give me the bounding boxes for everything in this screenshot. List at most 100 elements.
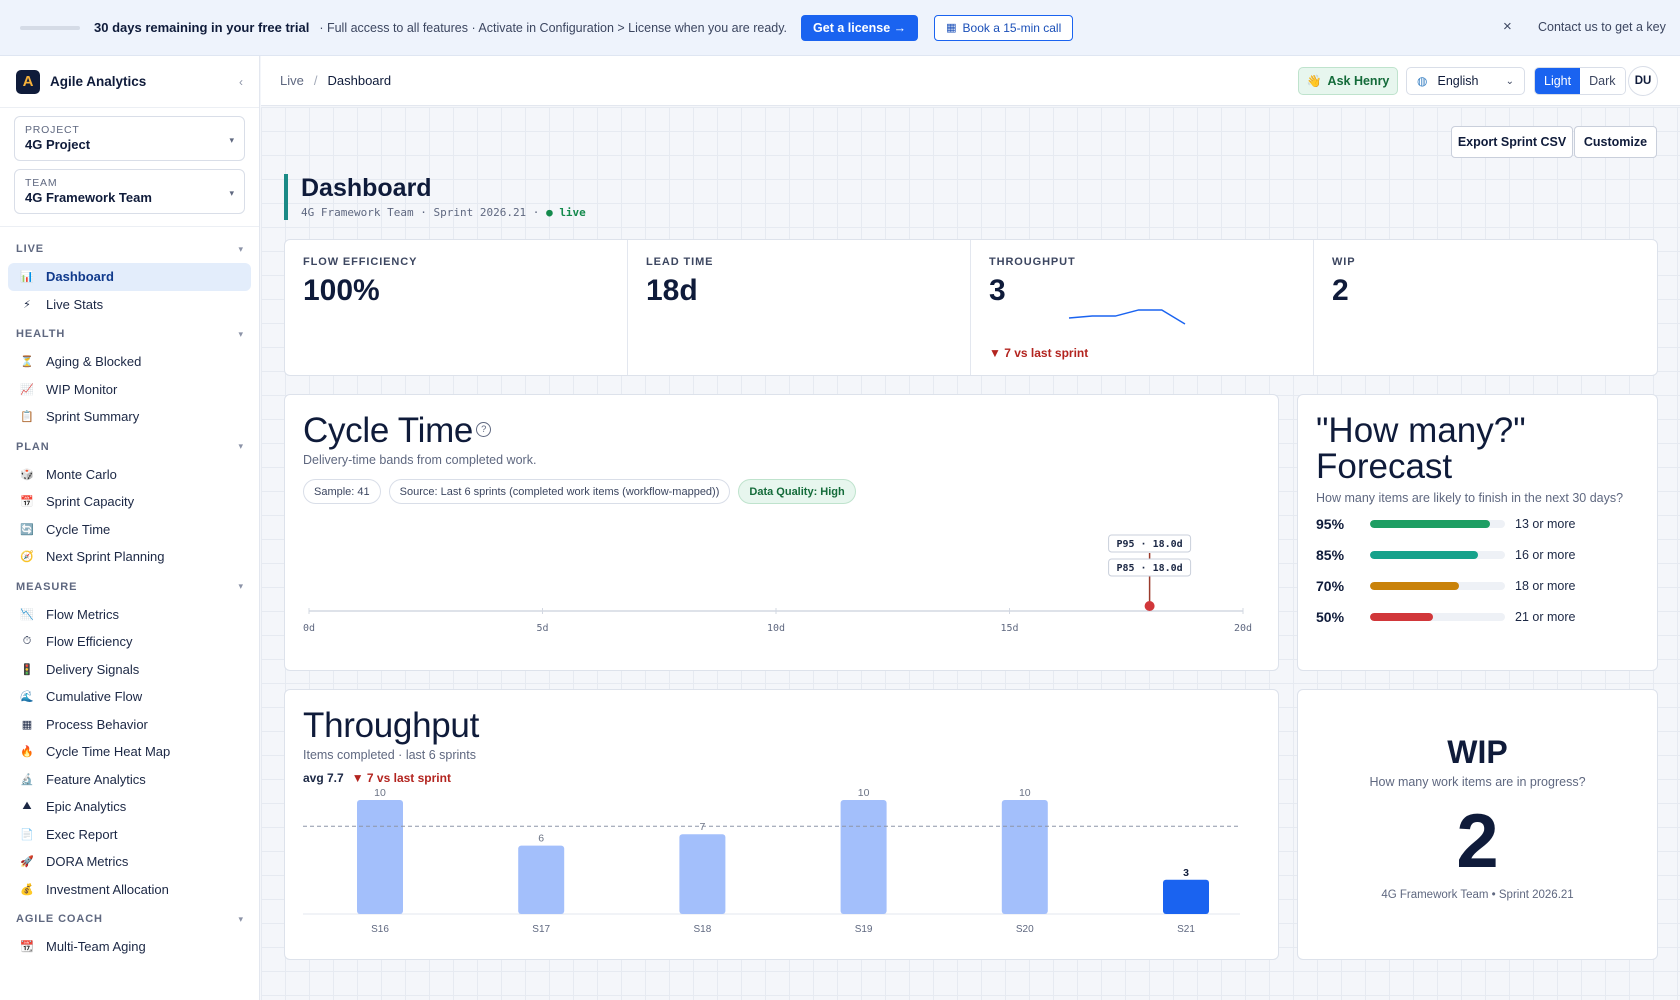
- sidebar-item-label: Cycle Time: [46, 521, 111, 537]
- sidebar-item-dashboard[interactable]: 📊 Dashboard: [8, 263, 251, 291]
- sidebar-item-sprint-summary[interactable]: 📋 Sprint Summary: [8, 403, 251, 431]
- kpi-lead-time[interactable]: LEAD TIME 18d: [628, 240, 971, 375]
- sidebar-item-live-stats[interactable]: ⚡ Live Stats: [8, 291, 251, 319]
- kpi-wip[interactable]: WIP 2: [1314, 240, 1657, 375]
- throughput-bar[interactable]: [840, 800, 887, 914]
- nav-section-agile-coach[interactable]: AGILE COACH ▾: [0, 905, 259, 933]
- cycle-time-title: Cycle Time: [303, 411, 474, 450]
- sidebar-item-label: Dashboard: [46, 269, 114, 285]
- sidebar-item-dora-metrics[interactable]: 🚀 DORA Metrics: [8, 848, 251, 876]
- bar-chart-icon: 📊: [20, 271, 34, 284]
- forecast-bar-track: [1370, 550, 1505, 559]
- sidebar-item-epic-analytics[interactable]: ⛰ Epic Analytics: [8, 793, 251, 821]
- nav-section-health[interactable]: HEALTH ▾: [0, 320, 259, 348]
- forecast-bar-track: [1370, 581, 1505, 590]
- collapse-sidebar-icon[interactable]: ‹: [239, 74, 243, 89]
- forecast-bar-fill: [1370, 550, 1478, 559]
- mountain-icon: ⛰: [22, 800, 32, 813]
- page-subtitle: 4G Framework Team · Sprint 2026.21 · ● l…: [301, 206, 586, 219]
- kpi-value: 100%: [303, 274, 380, 307]
- kpi-value: 2: [1332, 274, 1349, 307]
- theme-light-button[interactable]: Light: [1535, 68, 1581, 94]
- sidebar-item-flow-efficiency[interactable]: ⏱ Flow Efficiency: [8, 628, 251, 656]
- cycle-time-point[interactable]: [1144, 601, 1155, 611]
- sidebar-item-sprint-capacity[interactable]: 📅 Sprint Capacity: [8, 488, 251, 516]
- forecast-bar-fill: [1370, 519, 1491, 528]
- throughput-card: Throughput Items completed · last 6 spri…: [284, 689, 1279, 960]
- forecast-rows: 95% 13 or more 85% 16 or more 70% 18 or more 5…: [1316, 508, 1639, 632]
- throughput-bar[interactable]: [1163, 879, 1209, 914]
- sidebar-item-cumulative-flow[interactable]: 🌊 Cumulative Flow: [8, 683, 251, 711]
- kpi-throughput[interactable]: THROUGHPUT 3 ▼ 7 vs last sprint: [971, 240, 1314, 375]
- sidebar-item-exec-report[interactable]: 📄 Exec Report: [8, 821, 251, 849]
- export-sprint-csv-button[interactable]: Export Sprint CSV: [1451, 126, 1573, 158]
- sidebar-item-feature-analytics[interactable]: 🔬 Feature Analytics: [8, 766, 251, 794]
- breadcrumb-live[interactable]: Live: [280, 73, 304, 88]
- forecast-row: 95% 13 or more: [1316, 508, 1639, 539]
- kpi-label: THROUGHPUT: [989, 256, 1076, 268]
- avatar[interactable]: DU: [1628, 66, 1658, 96]
- help-icon[interactable]: ?: [476, 422, 492, 438]
- language-value: English: [1437, 74, 1479, 88]
- bar-value-label: 10: [1019, 787, 1031, 799]
- sidebar-item-delivery-signals[interactable]: 🚦 Delivery Signals: [8, 656, 251, 684]
- customize-button[interactable]: Customize: [1574, 126, 1657, 158]
- contact-link[interactable]: Contact us to get a key: [1538, 20, 1666, 34]
- forecast-confidence: 85%: [1316, 546, 1345, 563]
- project-selector[interactable]: PROJECT 4G Project ▾: [14, 116, 245, 161]
- throughput-bar[interactable]: [1001, 800, 1048, 914]
- forecast-row: 85% 16 or more: [1316, 539, 1639, 570]
- project-label: PROJECT: [25, 124, 80, 136]
- x-tick-label: S16: [371, 924, 389, 935]
- dice-icon: 🎲: [20, 468, 34, 481]
- wip-subtitle: How many work items are in progress?: [1369, 775, 1586, 789]
- forecast-row: 50% 21 or more: [1316, 601, 1639, 632]
- book-call-button[interactable]: ▦ Book a 15-min call: [934, 14, 1074, 41]
- nav-section-plan[interactable]: PLAN ▾: [0, 433, 259, 461]
- trial-banner: 30 days remaining in your free trial · F…: [0, 0, 1680, 56]
- chevron-down-icon: ▾: [229, 135, 234, 145]
- lightning-icon: ⚡: [23, 298, 31, 311]
- clipboard-icon: 📋: [20, 411, 34, 424]
- cycle-time-chart: 0d 5d 10d 15d 20d P95 · 18.0d P85 · 18.0d: [303, 534, 1252, 634]
- forecast-confidence: 95%: [1316, 515, 1345, 532]
- sidebar-item-process-behavior[interactable]: ▦ Process Behavior: [8, 711, 251, 739]
- close-banner-icon[interactable]: ×: [1503, 18, 1512, 35]
- sidebar-item-flow-metrics[interactable]: 📉 Flow Metrics: [8, 601, 251, 629]
- throughput-bar[interactable]: [518, 845, 565, 914]
- nav-section-measure[interactable]: MEASURE ▾: [0, 573, 259, 601]
- chevron-down-icon: ▾: [238, 441, 243, 451]
- sidebar-item-cycle-time-heat-map[interactable]: 🔥 Cycle Time Heat Map: [8, 738, 251, 766]
- cycle-time-pills: Sample: 41 Source: Last 6 sprints (compl…: [303, 479, 1260, 504]
- ask-henry-button[interactable]: 👋 Ask Henry: [1298, 67, 1398, 95]
- throughput-bar[interactable]: [679, 834, 726, 914]
- forecast-bar-fill: [1370, 581, 1460, 590]
- calendar-icon: 📅: [20, 496, 34, 509]
- forecast-card: "How many?" Forecast How many items are …: [1297, 394, 1658, 671]
- x-tick-label: S19: [855, 924, 873, 935]
- kpi-strip: FLOW EFFICIENCY 100% LEAD TIME 18d THROU…: [284, 239, 1658, 376]
- team-selector[interactable]: TEAM 4G Framework Team ▾: [14, 169, 245, 214]
- cycle-time-subtitle: Delivery-time bands from completed work.: [303, 453, 537, 467]
- sidebar-item-wip-monitor[interactable]: 📈 WIP Monitor: [8, 376, 251, 404]
- throughput-bar[interactable]: [357, 800, 403, 914]
- sidebar-item-multi-team-aging[interactable]: 📆 Multi-Team Aging: [8, 933, 251, 961]
- grid-icon: ▦: [21, 718, 33, 731]
- sidebar-item-investment-allocation[interactable]: 💰 Investment Allocation: [8, 876, 251, 904]
- data-quality-pill: Data Quality: High: [738, 479, 856, 504]
- sidebar-item-aging-blocked[interactable]: ⏳ Aging & Blocked: [8, 348, 251, 376]
- sidebar-item-label: Flow Metrics: [46, 606, 119, 622]
- language-select[interactable]: ◍ English ⌄: [1406, 67, 1525, 95]
- sidebar-item-cycle-time[interactable]: 🔄 Cycle Time: [8, 516, 251, 544]
- kpi-flow-efficiency[interactable]: FLOW EFFICIENCY 100%: [285, 240, 628, 375]
- chevron-down-icon: ⌄: [1505, 75, 1514, 87]
- theme-dark-button[interactable]: Dark: [1580, 68, 1625, 94]
- sidebar-item-next-sprint-planning[interactable]: 🧭 Next Sprint Planning: [8, 543, 251, 571]
- throughput-average: avg 7.7: [303, 771, 344, 785]
- get-license-button[interactable]: Get a license →: [801, 14, 919, 41]
- x-tick-label: 0d: [303, 623, 315, 634]
- sidebar-item-label: Aging & Blocked: [46, 354, 142, 370]
- nav-section-live[interactable]: LIVE ▾: [0, 235, 259, 263]
- sidebar-item-monte-carlo[interactable]: 🎲 Monte Carlo: [8, 461, 251, 489]
- kpi-value: 3: [989, 274, 1006, 307]
